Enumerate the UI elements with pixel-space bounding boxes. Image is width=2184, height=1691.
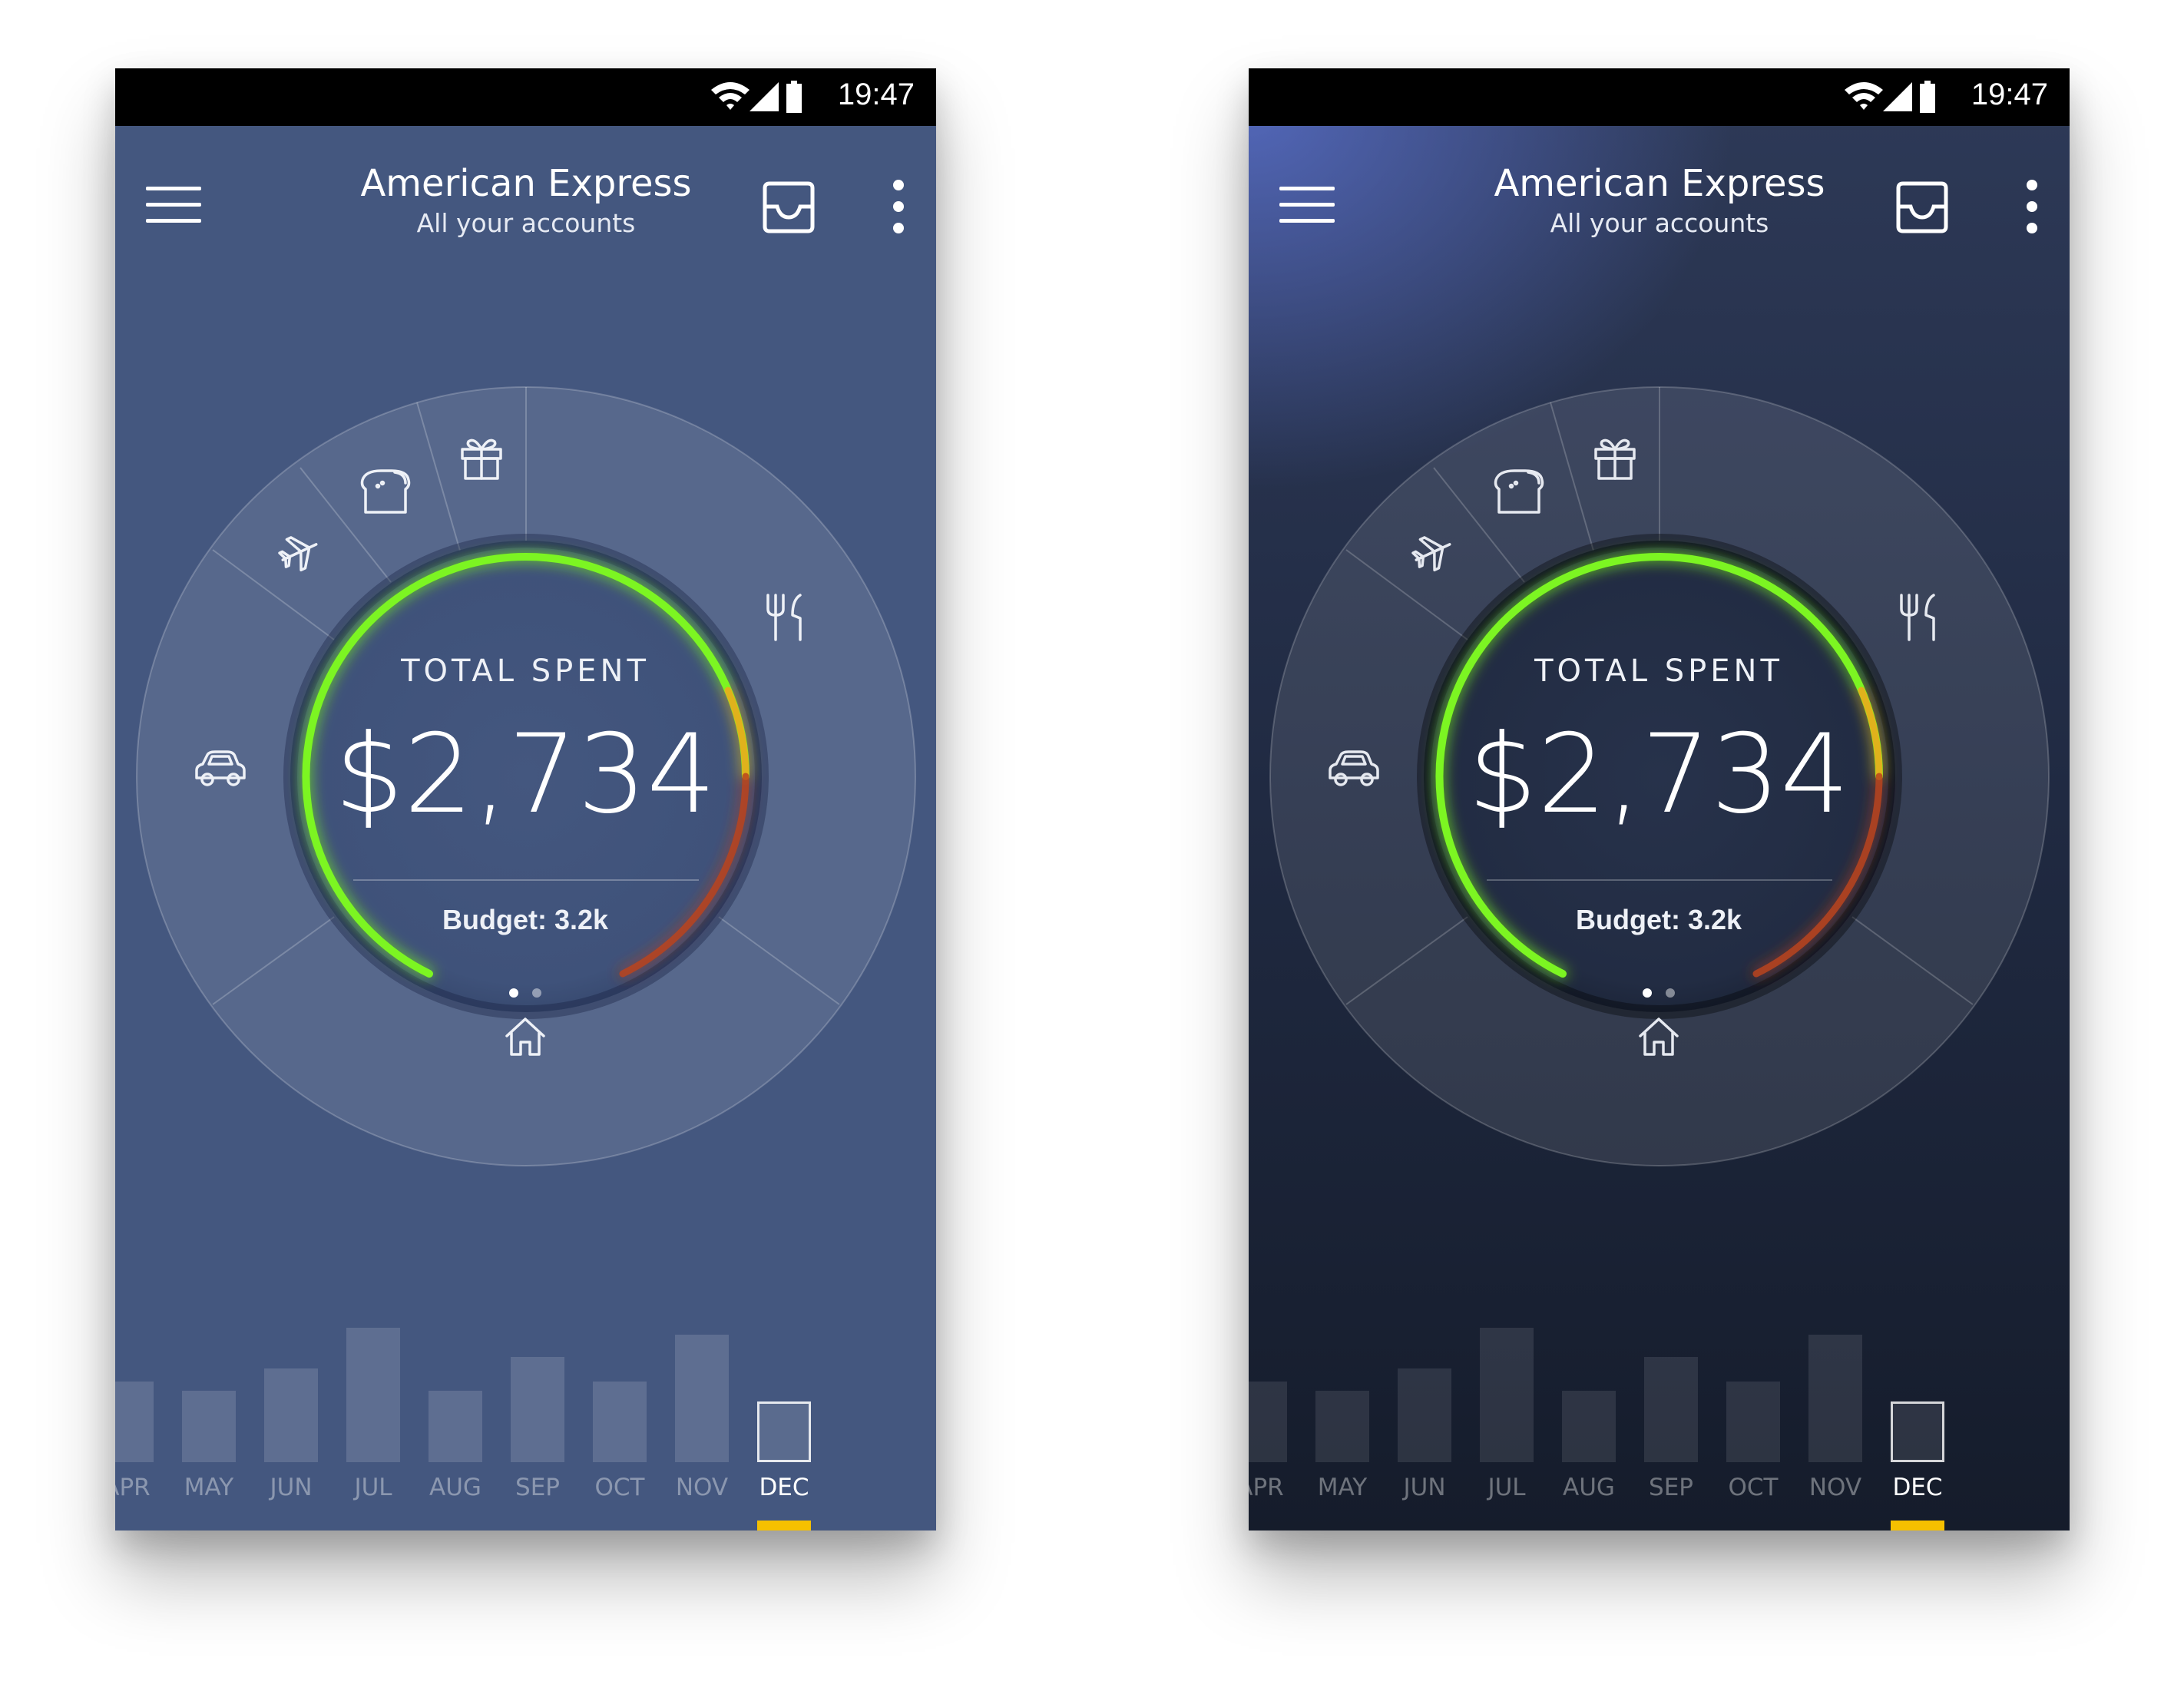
spending-wheel	[1269, 386, 2050, 1166]
spending-wheel	[136, 386, 916, 1166]
home-icon	[1639, 1018, 1679, 1056]
gift-icon	[461, 438, 502, 480]
more-options-icon[interactable]	[883, 176, 914, 237]
month-bar-jul[interactable]	[346, 1328, 400, 1462]
status-bar: 19:47	[1249, 68, 2070, 126]
total-spent-label: TOTAL SPENT	[401, 654, 650, 689]
gift-icon	[1594, 438, 1636, 480]
month-bar-oct[interactable]	[593, 1382, 647, 1462]
active-month-indicator	[757, 1521, 811, 1531]
month-bar-jul[interactable]	[1480, 1328, 1534, 1462]
status-icons	[1845, 81, 1935, 113]
month-label-dec[interactable]: DEC	[1892, 1474, 1943, 1501]
month-label-may[interactable]: MAY	[184, 1474, 234, 1501]
month-label-apr[interactable]: APR	[115, 1474, 151, 1501]
month-bar-may[interactable]	[182, 1391, 236, 1462]
month-bar-apr[interactable]	[115, 1382, 154, 1462]
page-title: American Express	[360, 162, 692, 205]
menu-icon[interactable]	[1278, 182, 1336, 228]
total-spent-label: TOTAL SPENT	[1534, 654, 1783, 689]
month-label-oct[interactable]: OCT	[1728, 1474, 1779, 1501]
month-label-aug[interactable]: AUG	[1563, 1474, 1615, 1501]
inbox-icon[interactable]	[759, 177, 819, 237]
phone-screen-dark: 19:47 American Express All your accounts	[1249, 68, 2070, 1531]
month-label-nov[interactable]: NOV	[675, 1474, 729, 1501]
restaurant-icon	[1900, 594, 1935, 641]
month-bar-aug[interactable]	[1562, 1391, 1616, 1462]
month-bar-sep[interactable]	[1644, 1357, 1698, 1462]
active-month-indicator	[1891, 1521, 1944, 1531]
month-label-apr[interactable]: APR	[1249, 1474, 1284, 1501]
page-indicator	[509, 988, 541, 998]
page-title: American Express	[1494, 162, 1825, 205]
month-bar-nov[interactable]	[675, 1335, 729, 1462]
month-label-jun[interactable]: JUN	[1403, 1474, 1446, 1501]
status-icons	[711, 81, 802, 113]
battery-icon	[786, 81, 802, 113]
car-icon	[1329, 750, 1379, 786]
airplane-icon	[278, 536, 318, 572]
battery-icon	[1920, 81, 1935, 113]
signal-icon	[750, 82, 779, 111]
restaurant-icon	[766, 594, 802, 641]
status-time: 19:47	[837, 78, 915, 111]
month-bar-sep[interactable]	[511, 1357, 564, 1462]
month-bar-apr[interactable]	[1249, 1382, 1287, 1462]
month-label-sep[interactable]: SEP	[515, 1474, 560, 1501]
wifi-icon	[711, 82, 750, 110]
month-label-jul[interactable]: JUL	[354, 1474, 392, 1501]
page-indicator	[1643, 988, 1675, 998]
month-label-oct[interactable]: OCT	[594, 1474, 645, 1501]
month-bar-nov[interactable]	[1808, 1335, 1862, 1462]
more-options-icon[interactable]	[2017, 176, 2047, 237]
page-subtitle: All your accounts	[1550, 208, 1769, 238]
inbox-icon[interactable]	[1892, 177, 1952, 237]
month-bar-jun[interactable]	[264, 1368, 318, 1462]
bread-icon	[1494, 469, 1544, 514]
month-bar-jun[interactable]	[1398, 1368, 1451, 1462]
bread-icon	[360, 469, 411, 514]
month-label-jul[interactable]: JUL	[1487, 1474, 1526, 1501]
home-icon	[505, 1018, 545, 1056]
page-subtitle: All your accounts	[416, 208, 636, 238]
month-bar-may[interactable]	[1315, 1391, 1369, 1462]
wifi-icon	[1845, 82, 1883, 110]
month-label-aug[interactable]: AUG	[429, 1474, 481, 1501]
budget-label: Budget: 3.2k	[442, 904, 609, 935]
month-label-dec[interactable]: DEC	[759, 1474, 809, 1501]
airplane-icon	[1411, 536, 1451, 572]
month-bar-aug[interactable]	[429, 1391, 482, 1462]
status-bar: 19:47	[115, 68, 936, 126]
header-title-block: American Express All your accounts	[1441, 160, 1878, 240]
header-title-block: American Express All your accounts	[307, 160, 745, 240]
month-label-sep[interactable]: SEP	[1649, 1474, 1693, 1501]
signal-icon	[1883, 82, 1912, 111]
month-label-jun[interactable]: JUN	[270, 1474, 313, 1501]
month-bar-dec[interactable]	[757, 1401, 811, 1462]
total-spent-value: $2,734	[1468, 711, 1850, 838]
month-label-nov[interactable]: NOV	[1808, 1474, 1862, 1501]
month-bar-oct[interactable]	[1726, 1382, 1780, 1462]
phone-screen-light: 19:47 American Express All your accounts	[115, 68, 936, 1531]
car-icon	[195, 750, 246, 786]
month-label-may[interactable]: MAY	[1317, 1474, 1368, 1501]
budget-label: Budget: 3.2k	[1575, 904, 1742, 935]
status-time: 19:47	[1971, 78, 2048, 111]
month-bar-dec[interactable]	[1891, 1401, 1944, 1462]
menu-icon[interactable]	[144, 182, 203, 228]
total-spent-value: $2,734	[334, 711, 716, 838]
